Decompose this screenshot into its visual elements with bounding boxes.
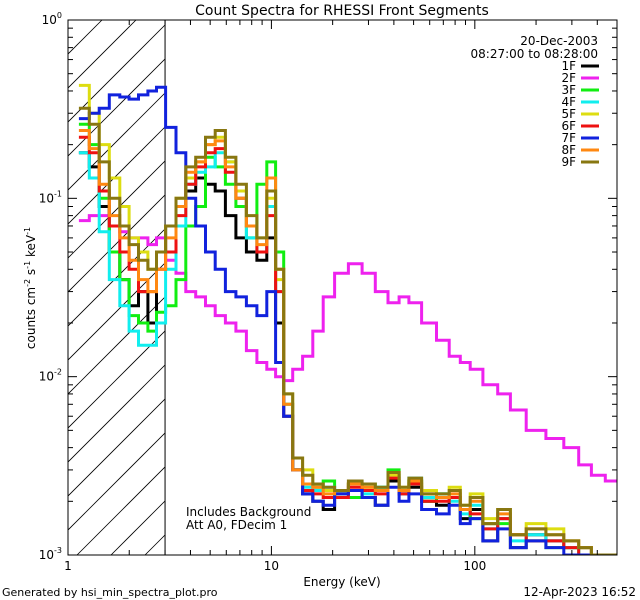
legend-label-9F: 9F: [561, 155, 576, 169]
observation-date: 20-Dec-2003: [520, 34, 598, 48]
legend-label-4F: 4F: [561, 95, 576, 109]
excluded-energy-hatch: [68, 20, 617, 555]
x-tick-label-2: 100: [463, 559, 486, 573]
annotation-attenuator: Att A0, FDecim 1: [186, 518, 287, 532]
legend-label-2F: 2F: [561, 71, 576, 85]
legend-label-3F: 3F: [561, 83, 576, 97]
y-tick-label-3: 100: [42, 11, 62, 27]
x-axis-label: Energy (keV): [303, 575, 380, 589]
axis-ticks: 1 10 100 10-3 10-2 10-1 100: [39, 11, 618, 573]
legend-label-6F: 6F: [561, 119, 576, 133]
series-line-9F: [78, 106, 617, 555]
hatch-line-1: [68, 20, 103, 55]
plot-frame: [67, 19, 618, 556]
annotation-background: Includes Background: [186, 505, 311, 519]
legend-label-5F: 5F: [561, 107, 576, 121]
y-tick-label-0: 10-3: [39, 546, 62, 562]
x-tick-label-0: 1: [64, 559, 72, 573]
x-tick-label-1: 10: [264, 559, 279, 573]
y-axis-label: counts cm-2 s-1 keV-1: [23, 227, 38, 349]
y-tick-label-2: 10-1: [39, 189, 62, 205]
hatch-line-4: [68, 20, 205, 157]
y-tick-label-1: 10-2: [39, 368, 62, 384]
legend-label-7F: 7F: [561, 131, 576, 145]
hatch-mask: [165, 20, 617, 555]
hatch-line-5: [68, 20, 239, 191]
footer-timestamp: 12-Apr-2023 16:52: [523, 585, 636, 599]
chart-title: Count Spectra for RHESSI Front Segments: [195, 3, 489, 19]
legend-label-8F: 8F: [561, 143, 576, 157]
footer-generator: Generated by hsi_min_spectra_plot.pro: [2, 586, 218, 599]
observation-time-range: 08:27:00 to 08:28:00: [471, 47, 598, 61]
legend-label-1F: 1F: [561, 59, 576, 73]
series-layer: [78, 83, 617, 555]
